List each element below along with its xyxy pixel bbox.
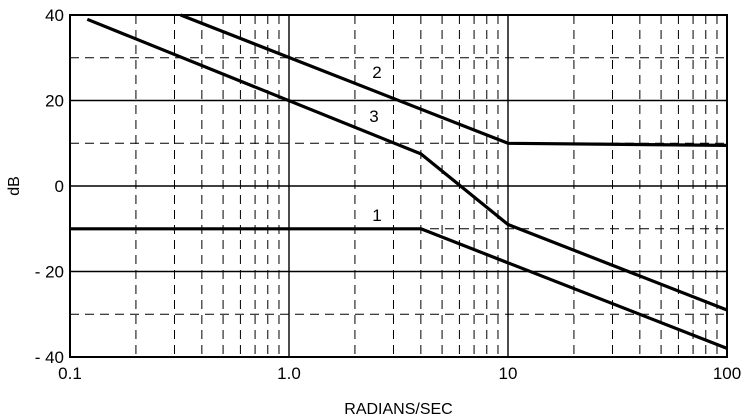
series-line-2 bbox=[180, 13, 728, 147]
y-axis-title: dB bbox=[6, 176, 23, 196]
y-tick-label: 20 bbox=[45, 92, 64, 111]
chart-curves bbox=[70, 13, 728, 350]
y-tick-labels: - 40 - 20 0 20 40 bbox=[35, 6, 64, 367]
x-tick-labels: 0.1 1.0 10 100 bbox=[58, 364, 741, 383]
series-label-3: 3 bbox=[369, 107, 378, 126]
series-line-3 bbox=[86, 17, 728, 312]
x-tick-label: 10 bbox=[499, 364, 518, 383]
series-label-1: 1 bbox=[372, 206, 381, 225]
plot-frame bbox=[69, 14, 728, 358]
x-tick-label: 0.1 bbox=[58, 364, 82, 383]
chart-grid bbox=[69, 14, 728, 358]
x-tick-label: 100 bbox=[713, 364, 741, 383]
y-tick-label: - 40 bbox=[35, 348, 64, 367]
chart-curve-labels: 1 2 3 bbox=[369, 63, 381, 225]
y-tick-label: 40 bbox=[45, 6, 64, 25]
y-tick-label: 0 bbox=[55, 177, 64, 196]
series-line-1 bbox=[70, 227, 728, 350]
y-tick-label: - 20 bbox=[35, 263, 64, 282]
x-tick-label: 1.0 bbox=[277, 364, 301, 383]
x-axis-title: RADIANS/SEC bbox=[344, 401, 452, 418]
series-label-2: 2 bbox=[372, 63, 381, 82]
